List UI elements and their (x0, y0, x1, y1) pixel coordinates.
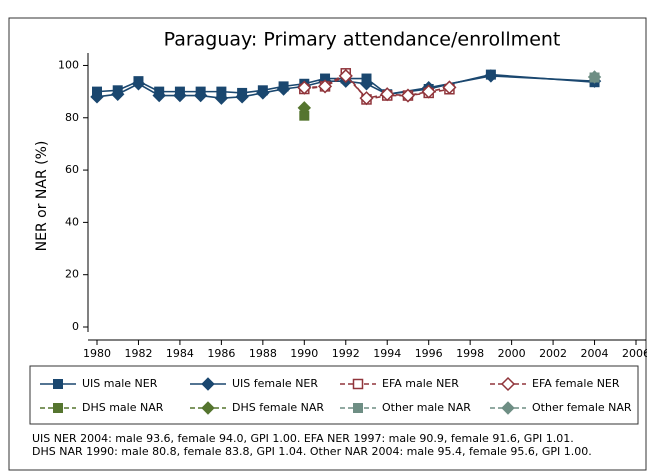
data-point (297, 80, 312, 95)
note: UIS NER 2004: male 93.6, female 94.0, GP… (32, 432, 574, 445)
data-point (276, 82, 291, 96)
legend-text: EFA male NER (382, 377, 459, 390)
data-point (359, 77, 374, 91)
legend-marker (201, 401, 215, 415)
legend-marker (53, 403, 63, 413)
data-point (380, 87, 395, 102)
chart-title: Paraguay: Primary attendance/enrollment (164, 29, 561, 51)
legend-text: Other male NAR (382, 401, 471, 414)
data-point (111, 87, 125, 101)
legend-marker (352, 378, 364, 390)
data-point (338, 68, 353, 83)
note: DHS NAR 1990: male 80.8, female 83.8, GP… (32, 445, 592, 458)
x-tick-label: 1982 (124, 347, 152, 360)
data-point (214, 91, 229, 105)
legend-text: EFA female NER (532, 377, 620, 390)
x-tick-label: 1996 (415, 347, 443, 360)
data-point (484, 69, 498, 83)
legend-marker (500, 376, 516, 392)
legend-marker (53, 379, 63, 389)
x-tick-label: 1986 (207, 347, 235, 360)
legend-marker (201, 377, 215, 391)
data-point (587, 70, 602, 84)
data-point (235, 90, 249, 104)
data-point (359, 91, 374, 106)
data-point (297, 101, 312, 115)
legend (29, 365, 639, 425)
x-tick-label: 1984 (166, 347, 194, 360)
x-tick-label: 2000 (498, 347, 526, 360)
data-point (90, 90, 104, 104)
legend-marker (353, 403, 363, 413)
legend-text: Other female NAR (532, 401, 632, 414)
data-point (152, 88, 166, 103)
y-tick-label: 80 (65, 111, 79, 124)
data-point (173, 88, 187, 103)
data-point (317, 79, 333, 94)
x-tick-label: 2006 (622, 347, 647, 360)
y-tick-label: 60 (65, 163, 79, 176)
x-tick-label: 2004 (581, 347, 609, 360)
y-tick-label: 40 (65, 215, 79, 228)
legend-text: UIS female NER (232, 377, 318, 390)
legend-marker (501, 401, 515, 415)
x-tick-label: 1990 (290, 347, 318, 360)
x-tick-label: 1998 (456, 347, 484, 360)
x-tick-label: 1992 (332, 347, 360, 360)
x-tick-label: 1988 (249, 347, 277, 360)
data-point (131, 77, 146, 91)
data-point (193, 88, 208, 103)
data-point (256, 86, 270, 100)
y-tick-label: 20 (65, 268, 79, 281)
legend-text: DHS female NAR (232, 401, 324, 414)
x-tick-label: 1980 (83, 347, 111, 360)
data-point (400, 88, 416, 103)
x-tick-label: 1994 (373, 347, 401, 360)
y-axis-title: NER or NAR (%) (34, 141, 50, 252)
legend-text: UIS male NER (82, 377, 158, 390)
x-tick-label: 2002 (539, 347, 567, 360)
data-point (442, 80, 457, 95)
y-tick-label: 100 (58, 58, 79, 71)
legend-text: DHS male NAR (82, 401, 164, 414)
data-point (421, 84, 436, 99)
y-tick-label: 0 (72, 320, 79, 333)
